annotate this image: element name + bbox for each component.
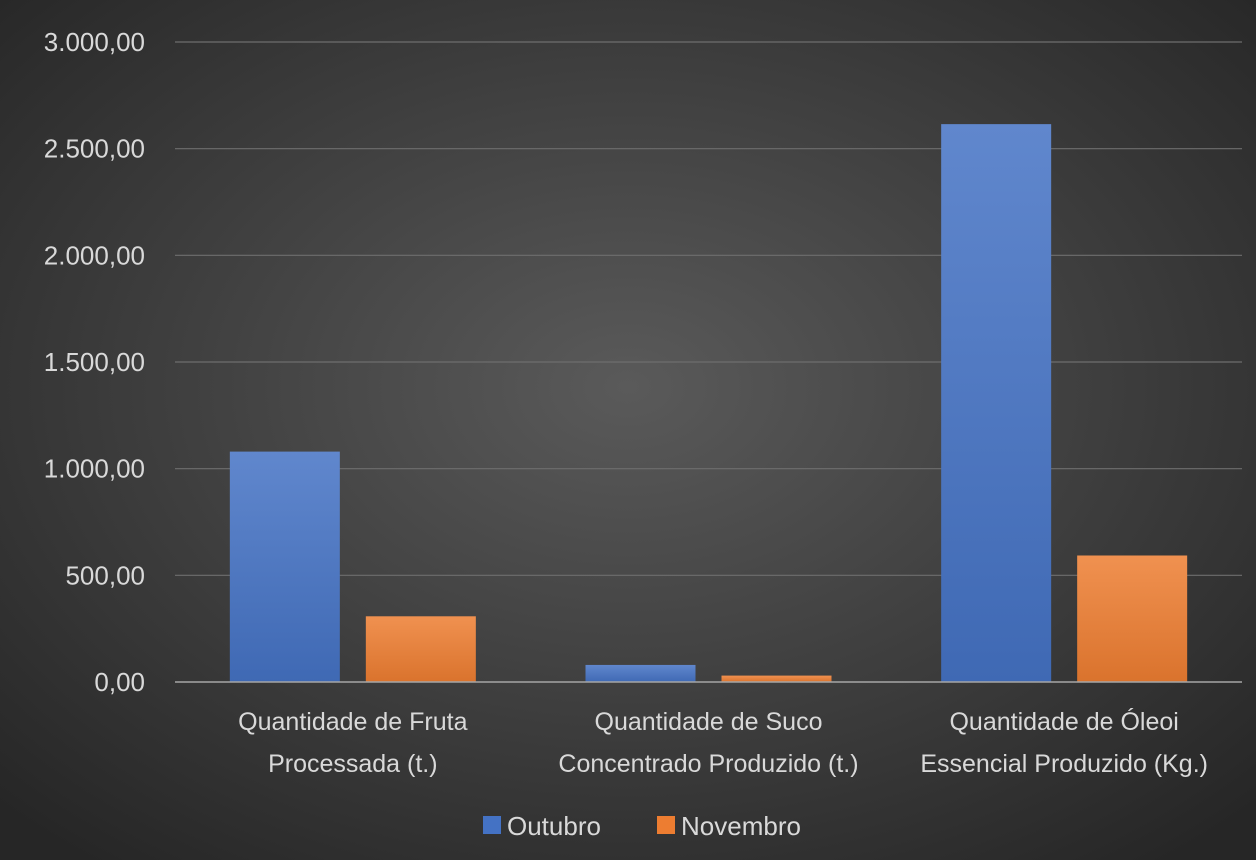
x-category-label: Concentrado Produzido (t.) [558, 750, 858, 778]
bar-novembro-3 [1077, 555, 1188, 682]
bar-outubro-3 [941, 124, 1052, 683]
bar-outubro-1 [229, 451, 340, 682]
y-tick-label: 0,00 [94, 667, 145, 697]
y-tick-label: 500,00 [65, 560, 145, 590]
bars [229, 124, 1188, 683]
bar-novembro-1 [365, 616, 476, 682]
x-category-label: Quantidade de Fruta [238, 708, 467, 736]
gridlines [175, 41, 1242, 576]
x-axis-category-labels: Quantidade de Fruta Processada (t.) Quanti… [238, 707, 1208, 778]
y-axis-tick-labels: 0,00 500,00 1.000,00 1.500,00 2.000,00 2.500,… [44, 27, 145, 697]
y-tick-label: 3.000,00 [44, 27, 145, 57]
x-category-label: Processada (t.) [268, 750, 438, 778]
legend-swatch-novembro [657, 816, 675, 834]
x-category-label: Quantidade de Óleoi [949, 707, 1178, 736]
y-tick-label: 1.500,00 [44, 347, 145, 377]
x-category-label: Essencial Produzido (Kg.) [920, 750, 1208, 778]
bar-outubro-2 [585, 664, 696, 682]
x-category-label: Quantidade de Suco [595, 708, 823, 736]
legend-swatch-outubro [483, 816, 501, 834]
legend-label-novembro: Novembro [681, 811, 801, 841]
legend-label-outubro: Outubro [507, 811, 601, 841]
y-tick-label: 1.000,00 [44, 454, 145, 484]
y-tick-label: 2.500,00 [44, 134, 145, 164]
y-tick-label: 2.000,00 [44, 240, 145, 270]
legend: Outubro Novembro [483, 811, 801, 841]
bar-novembro-2 [721, 675, 832, 682]
